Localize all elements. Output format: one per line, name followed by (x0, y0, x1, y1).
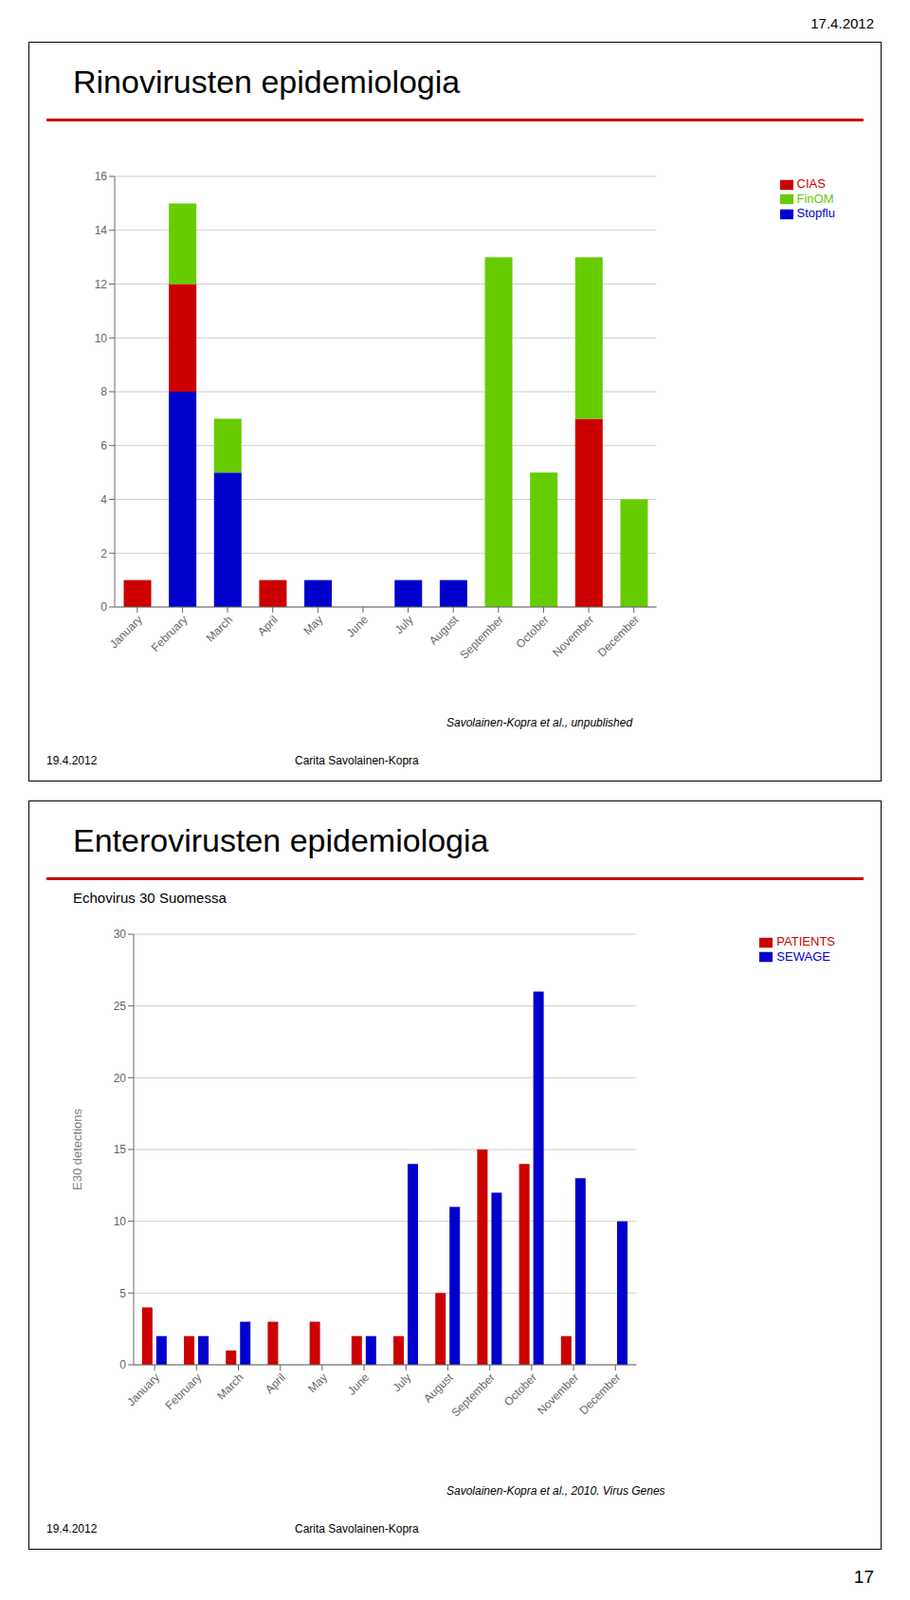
svg-text:10: 10 (113, 1214, 128, 1228)
svg-text:November: November (549, 612, 597, 659)
svg-text:6: 6 (100, 438, 108, 453)
svg-text:0: 0 (100, 600, 108, 614)
html-text:Enterovirusten epidemiologia: Enterovirusten epidemiologia (72, 821, 489, 858)
svg-text:2: 2 (100, 546, 108, 561)
svg-text:June: June (344, 612, 372, 640)
html-text:FinOM: FinOM (796, 191, 834, 206)
svg-text:January: January (107, 612, 146, 651)
svg-text:May: May (305, 1369, 330, 1395)
svg-text:January: January (124, 1369, 163, 1408)
svg-text:October: October (501, 1369, 540, 1408)
html-text:Stopflu: Stopflu (796, 205, 836, 221)
svg-text:10: 10 (94, 331, 109, 346)
html-text:Echovirus 30 Suomessa: Echovirus 30 Suomessa (72, 889, 227, 906)
html-text:SEWAGE: SEWAGE (776, 948, 831, 963)
html-text:PATIENTS: PATIENTS (776, 933, 836, 948)
html-text:Rinovirusten epidemiologia: Rinovirusten epidemiologia (72, 63, 460, 100)
svg-text:March: March (203, 612, 236, 644)
html-text:Savolainen-Kopra et al., unpub: Savolainen-Kopra et al., unpublished (446, 715, 633, 729)
svg-text:October: October (513, 612, 552, 651)
html-text:19.4.2012: 19.4.2012 (46, 1521, 98, 1535)
html-text:17.4.2012: 17.4.2012 (810, 15, 874, 32)
svg-text:0: 0 (119, 1357, 127, 1371)
html-text:CIAS: CIAS (796, 176, 826, 191)
svg-text:December: December (576, 1369, 623, 1417)
svg-text:15: 15 (113, 1142, 128, 1156)
svg-text:14: 14 (94, 223, 109, 237)
svg-text:March: March (214, 1369, 246, 1402)
svg-text:July: July (389, 1369, 414, 1394)
html-text:19.4.2012: 19.4.2012 (46, 753, 98, 767)
html-text:Savolainen-Kopra et al., 2010.: Savolainen-Kopra et al., 2010. Virus Gen… (446, 1483, 666, 1497)
svg-text:May: May (301, 612, 327, 637)
svg-text:E30 detections: E30 detections (70, 1108, 85, 1191)
svg-text:December: December (595, 612, 642, 659)
svg-text:5: 5 (119, 1286, 127, 1300)
svg-text:4: 4 (100, 492, 108, 507)
svg-text:September: September (457, 612, 507, 661)
svg-text:16: 16 (94, 169, 109, 183)
svg-text:February: February (148, 612, 191, 655)
svg-text:25: 25 (113, 999, 128, 1013)
html-text:17: 17 (853, 1565, 874, 1586)
svg-text:April: April (262, 1369, 289, 1396)
svg-text:November: November (534, 1369, 582, 1417)
html-text:Carita Savolainen-Kopra: Carita Savolainen-Kopra (294, 1521, 419, 1535)
svg-text:12: 12 (94, 277, 109, 292)
svg-text:June: June (345, 1369, 373, 1398)
svg-text:February: February (163, 1369, 205, 1412)
html-text:Carita Savolainen-Kopra: Carita Savolainen-Kopra (294, 753, 419, 767)
svg-text:September: September (448, 1369, 497, 1419)
svg-text:July: July (392, 612, 417, 637)
svg-text:August: August (420, 1369, 456, 1405)
svg-text:20: 20 (113, 1071, 128, 1085)
svg-text:30: 30 (113, 927, 128, 941)
svg-text:8: 8 (100, 384, 108, 399)
svg-text:August: August (426, 612, 462, 648)
svg-text:April: April (254, 612, 281, 638)
